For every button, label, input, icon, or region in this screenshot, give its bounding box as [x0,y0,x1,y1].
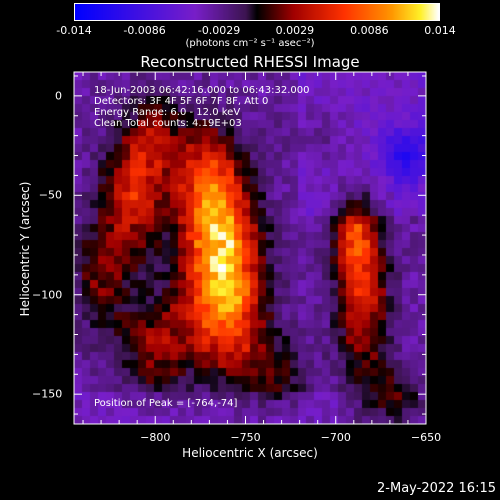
plot-annotations: 18-Jun-2003 06:42:16.000 to 06:43:32.000… [94,85,310,129]
annotation-total-counts: Clean Total counts: 4.19E+03 [94,118,242,129]
colorbar-label: (photons cm⁻² s⁻¹ asec⁻²) [185,38,315,49]
peak-position-label: Position of Peak = [-764,-74] [94,398,238,409]
x-tick-label: −700 [320,431,351,444]
colorbar-tick-label: 0.0086 [350,24,389,37]
y-tick-labels: 0 −50 −100 −150 [32,0,68,500]
colorbar-tick-label: 0.0029 [275,24,315,37]
x-tick-label: −800 [140,431,171,444]
x-tick-label: −650 [410,431,442,444]
annotation-energy-range: Energy Range: 6.0 - 12.0 keV [94,107,241,118]
x-axis-label: Heliocentric X (arcsec) [182,446,318,460]
chart-title: Reconstructed RHESSI Image [140,53,360,71]
y-axis-label: Heliocentric Y (arcsec) [18,181,32,317]
colorbar-ticks: -0.014 -0.0086 -0.0029 0.0029 0.0086 0.014 [56,24,455,38]
colorbar [74,3,440,21]
y-tick-label: −150 [32,387,63,401]
y-tick-label: 0 [55,89,62,103]
y-tick-label: −50 [38,188,62,202]
footer-date: 2-May-2022 16:15 [377,481,496,496]
x-tick-label: −750 [230,431,261,444]
colorbar-tick-label: -0.0029 [197,24,241,37]
colorbar-tick-label: 0.014 [424,24,456,37]
x-tick-labels: −800 −750 −700 −650 [0,431,500,445]
colorbar-tick-label: -0.0086 [123,24,166,37]
colorbar-tick-label: -0.014 [56,24,92,37]
y-tick-label: −100 [32,288,63,302]
annotation-detectors: Detectors: 3F 4F 5F 6F 7F 8F, Att 0 [94,96,269,107]
annotation-time-range: 18-Jun-2003 06:42:16.000 to 06:43:32.000 [94,85,310,96]
